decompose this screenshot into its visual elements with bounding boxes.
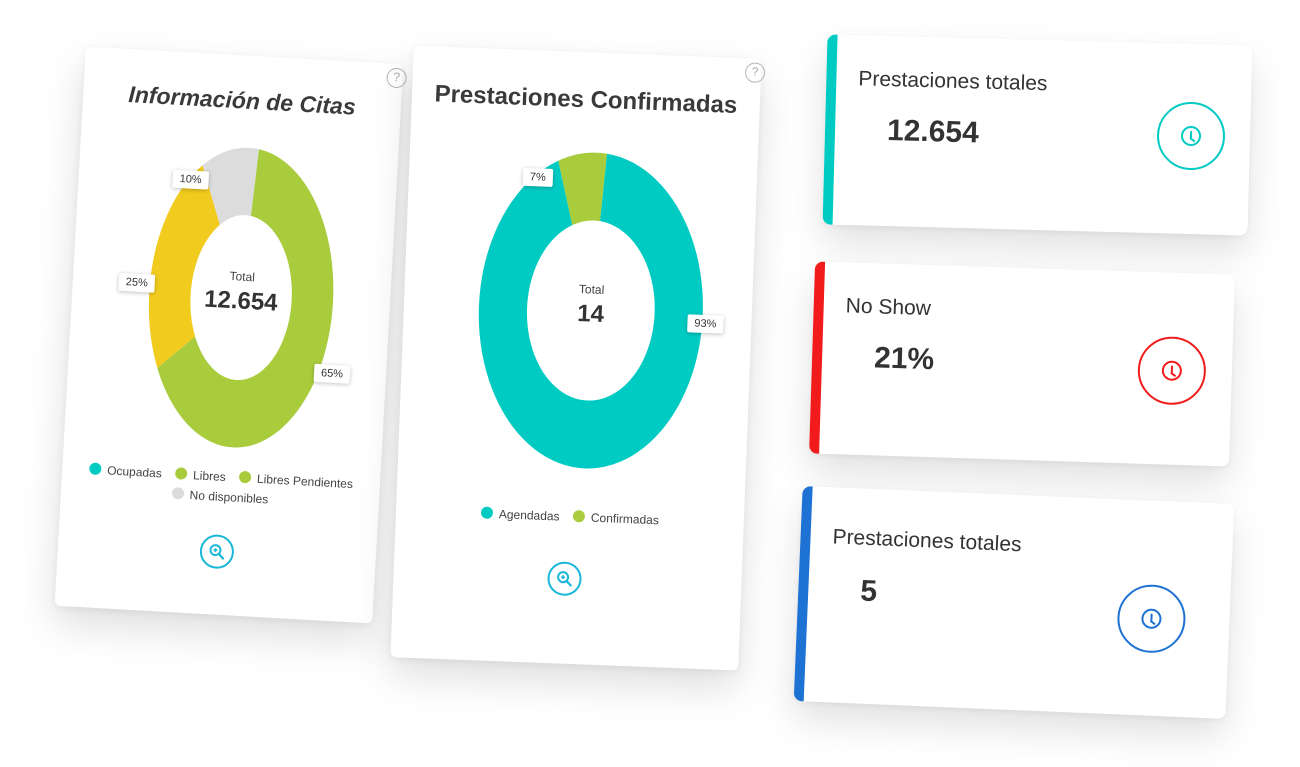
legend-label: Agendadas xyxy=(498,507,560,524)
legend-item-agendadas[interactable]: Agendadas xyxy=(480,503,560,526)
prestaciones-center: Total 14 xyxy=(475,278,707,333)
legend-dot xyxy=(171,487,185,500)
donut-slice-ocupadas[interactable] xyxy=(145,163,223,371)
legend-label: Libres Pendientes xyxy=(256,471,354,492)
clock-icon xyxy=(1156,101,1226,171)
legend-label: Confirmadas xyxy=(590,510,660,528)
donut-slice-libres[interactable] xyxy=(153,144,341,452)
legend-item-confirmadas[interactable]: Confirmadas xyxy=(572,507,660,530)
citas-tag-25: 25% xyxy=(118,272,156,293)
legend-item-libres[interactable]: Libres xyxy=(174,464,227,487)
legend-item-no-disponibles[interactable]: No disponibles xyxy=(171,484,269,509)
prestaciones-tag-7: 7% xyxy=(522,167,554,187)
zoom-in-icon xyxy=(557,571,572,587)
zoom-in-icon xyxy=(209,544,225,560)
prestaciones-zoom-button[interactable] xyxy=(546,561,583,597)
legend-label: No disponibles xyxy=(189,488,269,507)
clock-icon xyxy=(1116,583,1187,655)
stat-card-prestaciones-totales[interactable]: Prestaciones totales 12.654 xyxy=(822,34,1253,236)
stat-accent-bar xyxy=(822,34,838,225)
stat-label: Prestaciones totales xyxy=(832,525,1023,557)
citas-card: ? Información de Citas Total 12.654 10% … xyxy=(54,46,408,624)
legend-dot xyxy=(480,506,494,519)
help-icon[interactable]: ? xyxy=(744,62,766,84)
stat-value: 12.654 xyxy=(886,114,980,150)
stat-value: 21% xyxy=(873,341,935,377)
citas-title: Información de Citas xyxy=(127,81,357,120)
citas-zoom-button[interactable] xyxy=(198,533,235,570)
stat-value: 5 xyxy=(859,574,878,609)
prestaciones-donut-chart: Total 14 7% 93% xyxy=(469,146,724,495)
citas-donut-chart: Total 12.654 10% 25% 65% xyxy=(118,143,351,453)
legend-dot xyxy=(174,467,188,480)
legend-item-ocupadas[interactable]: Ocupadas xyxy=(88,459,163,483)
stat-label: Prestaciones totales xyxy=(858,67,1048,96)
citas-tag-10: 10% xyxy=(172,169,210,190)
legend-label: Ocupadas xyxy=(106,463,163,481)
donut-slice-no-disponibles[interactable] xyxy=(199,145,260,227)
prestaciones-card: ? Prestaciones Confirmadas Total 14 7% 9… xyxy=(390,45,766,671)
citas-tag-65: 65% xyxy=(313,363,351,384)
stat-label: No Show xyxy=(845,294,932,321)
prestaciones-legend: Agendadas Confirmadas xyxy=(396,500,745,533)
prestaciones-tag-93: 93% xyxy=(687,314,724,334)
stat-accent-bar xyxy=(809,261,826,454)
legend-dot xyxy=(88,462,102,476)
legend-label: Libres xyxy=(192,468,227,485)
stat-card-no-show[interactable]: No Show 21% xyxy=(809,261,1235,467)
legend-dot xyxy=(238,470,252,484)
citas-legend: Ocupadas Libres Libres Pendientes No dis… xyxy=(61,458,381,516)
help-icon[interactable]: ? xyxy=(386,67,408,89)
donut-slice-agendadas[interactable] xyxy=(473,149,709,473)
legend-dot xyxy=(572,510,586,523)
clock-icon xyxy=(1136,335,1207,406)
stat-accent-bar xyxy=(793,486,813,702)
donut-slice-confirmadas[interactable] xyxy=(556,151,608,226)
stat-card-prestaciones-totales-2[interactable]: Prestaciones totales 5 xyxy=(793,486,1235,719)
prestaciones-title: Prestaciones Confirmadas xyxy=(434,80,738,119)
